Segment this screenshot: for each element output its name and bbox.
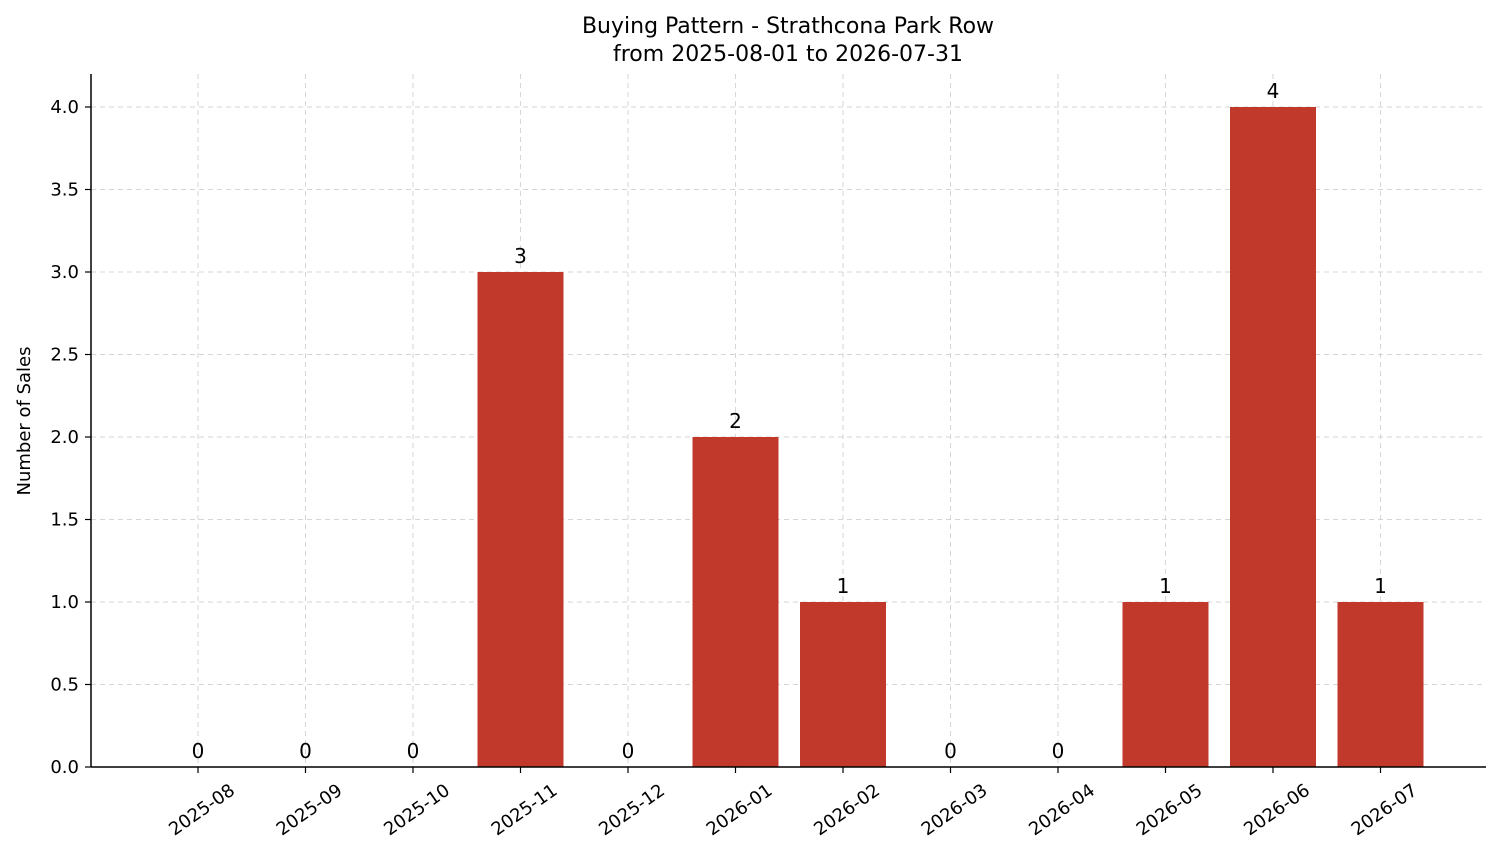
x-tick-label-2026-05: 2026-05 bbox=[1133, 780, 1207, 840]
bar-2026-01 bbox=[692, 437, 779, 767]
data-label-2026-04: 0 bbox=[1052, 739, 1065, 763]
y-tick-label: 4.0 bbox=[50, 97, 79, 118]
y-tick-label: 1.0 bbox=[50, 592, 79, 613]
y-ticks: 0.0 0.5 1.0 1.5 2.0 2.5 3.0 3.5 4.0 bbox=[50, 97, 91, 778]
x-tick-label-2025-11: 2025-11 bbox=[488, 780, 562, 840]
x-tick-label-2026-06: 2026-06 bbox=[1240, 780, 1314, 840]
x-tick-label-2026-07: 2026-07 bbox=[1348, 780, 1422, 840]
data-label-2026-06: 4 bbox=[1267, 79, 1280, 103]
x-tick-label-2026-01: 2026-01 bbox=[703, 780, 777, 840]
y-tick-label: 3.5 bbox=[50, 180, 79, 201]
y-tick-label: 2.5 bbox=[50, 345, 79, 366]
bar-2026-06 bbox=[1230, 107, 1316, 767]
x-tick-label-2026-04: 2026-04 bbox=[1025, 780, 1099, 840]
bar-2026-05 bbox=[1122, 602, 1209, 767]
data-label-2025-08: 0 bbox=[192, 739, 205, 763]
data-label-2025-12: 0 bbox=[622, 739, 635, 763]
bar-2026-02 bbox=[800, 602, 886, 767]
data-label-2026-01: 2 bbox=[729, 409, 742, 433]
data-label-2026-07: 1 bbox=[1374, 574, 1387, 598]
chart-title-line1: Buying Pattern - Strathcona Park Row bbox=[582, 14, 994, 39]
bar-2026-07 bbox=[1337, 602, 1424, 767]
x-tick-label-2025-09: 2025-09 bbox=[273, 780, 347, 840]
data-label-2026-03: 0 bbox=[944, 739, 957, 763]
data-label-2025-09: 0 bbox=[299, 739, 312, 763]
x-tick-label-2025-10: 2025-10 bbox=[380, 780, 454, 840]
data-label-2026-02: 1 bbox=[837, 574, 850, 598]
x-tick-label-2026-02: 2026-02 bbox=[810, 780, 884, 840]
data-labels: 0 0 0 3 0 2 1 0 0 1 4 1 bbox=[192, 79, 1387, 763]
y-tick-label: 1.5 bbox=[50, 510, 79, 531]
x-tick-label-2025-12: 2025-12 bbox=[595, 780, 669, 840]
data-label-2026-05: 1 bbox=[1159, 574, 1172, 598]
y-tick-label: 2.0 bbox=[50, 427, 79, 448]
y-tick-label: 3.0 bbox=[50, 262, 79, 283]
bars bbox=[477, 107, 1424, 767]
x-tick-label-2025-08: 2025-08 bbox=[165, 780, 239, 840]
data-label-2025-11: 3 bbox=[514, 244, 527, 268]
bar-2025-11 bbox=[477, 272, 564, 767]
y-tick-label: 0.0 bbox=[50, 757, 79, 778]
x-tick-label-2026-03: 2026-03 bbox=[918, 780, 992, 840]
y-axis-label: Number of Sales bbox=[14, 346, 35, 495]
y-tick-label: 0.5 bbox=[50, 675, 79, 696]
data-label-2025-10: 0 bbox=[407, 739, 420, 763]
x-ticks: 2025-08 2025-09 2025-10 2025-11 2025-12 2026-… bbox=[165, 767, 1421, 840]
chart-title-line2: from 2025-08-01 to 2026-07-31 bbox=[613, 42, 963, 67]
